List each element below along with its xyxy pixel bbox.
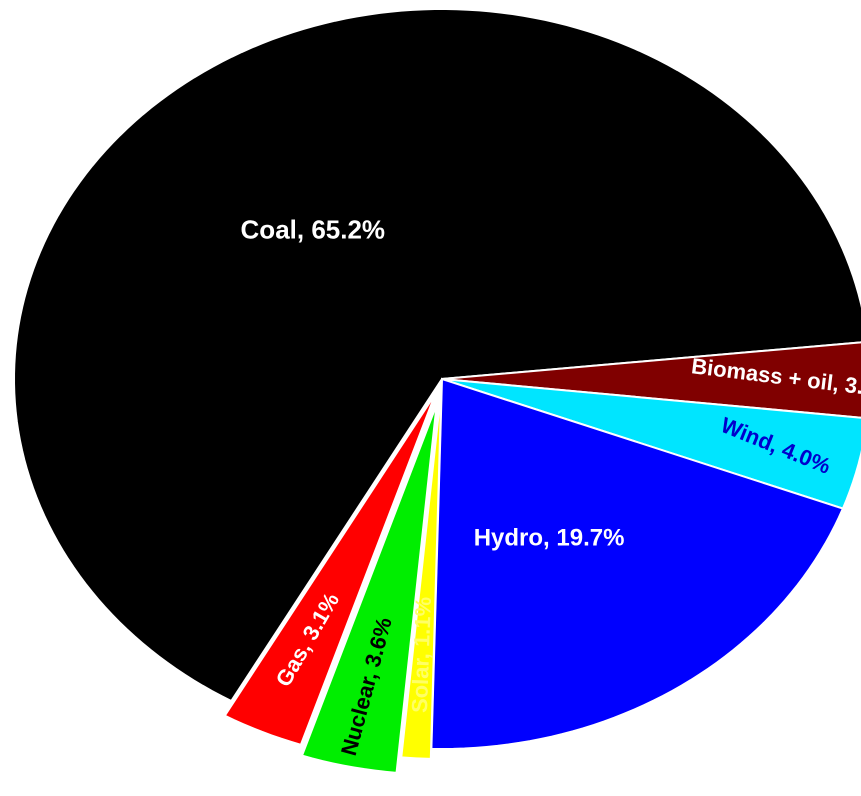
pie-slices [13,8,861,774]
slice-biomass-oil [441,341,861,419]
slice-coal [13,8,861,703]
label-coal: Coal, 65.2% [241,214,386,244]
label-hydro: Hydro, 19.7% [474,525,625,552]
slice-solar [400,388,443,760]
slice-hydro [430,377,845,751]
slice-nuclear [300,404,438,774]
slice-gas [223,393,437,747]
label-solar: Solar, 1.1% [407,596,436,713]
slice-wind [441,378,861,510]
